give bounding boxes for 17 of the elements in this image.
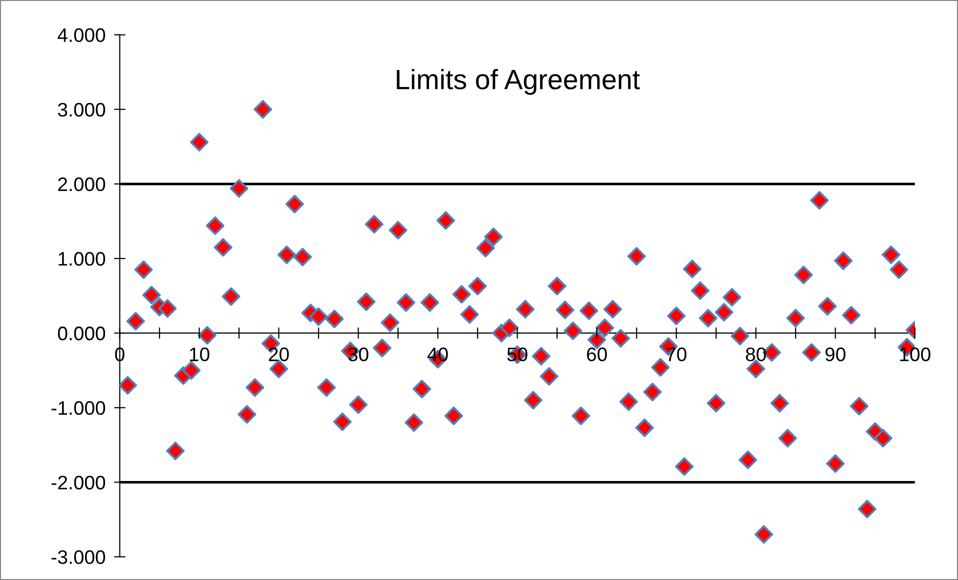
x-tick-label: 70 (666, 347, 686, 362)
y-tick-label: 4.000 (58, 28, 106, 42)
x-tick-label: 80 (746, 347, 766, 362)
x-tick-label: 100 (900, 347, 930, 362)
x-tick-label: 20 (268, 347, 289, 362)
x-tick-label: 90 (825, 347, 846, 362)
x-tick-label: 60 (587, 347, 607, 362)
y-tick-label: -3.000 (52, 550, 106, 564)
y-tick-label: 0.000 (58, 326, 106, 340)
y-tick-label: 3.000 (58, 102, 106, 117)
y-tick-label: -1.000 (52, 401, 106, 415)
text: Limits of Agreement (396, 68, 640, 95)
y-tick-label: 2.000 (58, 177, 106, 192)
y-tick-label: -2.000 (52, 476, 106, 490)
y-tick-label: 1.000 (58, 252, 106, 266)
x-tick-label: 50 (507, 347, 528, 362)
x-tick-label: 10 (190, 347, 210, 362)
